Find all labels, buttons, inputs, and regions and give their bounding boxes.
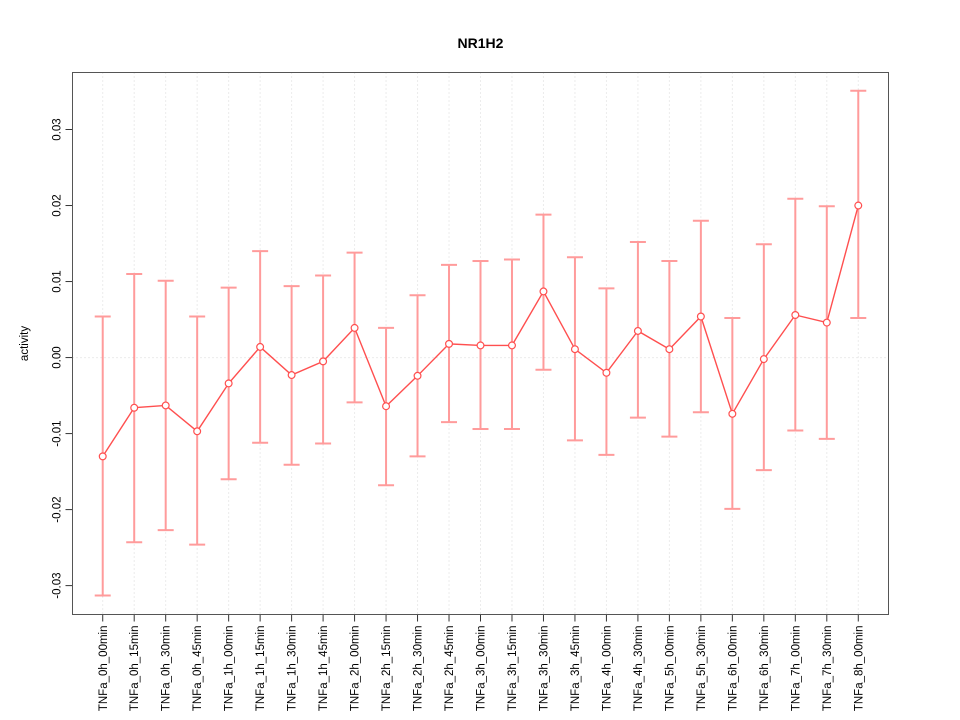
data-point xyxy=(539,287,548,296)
data-point xyxy=(287,371,296,380)
data-point xyxy=(382,402,391,411)
y-tick-label: -0.02 xyxy=(52,496,64,522)
data-point xyxy=(759,355,768,364)
plot-border xyxy=(72,72,889,615)
data-point xyxy=(98,452,107,461)
x-tick-label: TNFa_4h_00min xyxy=(601,626,613,712)
x-tick-label: TNFa_3h_30min xyxy=(538,626,550,712)
axes-layer: -0.03 -0.02 -0.01 0.00 0.01 0.02 0.03 TNFa_0h_0… xyxy=(52,118,866,711)
x-tick-label: TNFa_2h_15min xyxy=(381,626,393,712)
y-tick-label: 0.01 xyxy=(52,270,64,292)
data-point xyxy=(445,339,454,348)
data-point xyxy=(507,341,516,350)
y-tick-label: -0.03 xyxy=(52,573,64,599)
x-tick-label: TNFa_0h_00min xyxy=(98,626,110,712)
data-point xyxy=(350,323,359,332)
data-point xyxy=(822,318,831,327)
y-tick-label: 0.02 xyxy=(52,194,64,216)
x-tick-label: TNFa_1h_45min xyxy=(318,626,330,712)
data-point xyxy=(224,379,233,388)
x-tick-label: TNFa_0h_30min xyxy=(161,626,173,712)
data-point xyxy=(696,312,705,321)
y-tick-label: 0.03 xyxy=(52,118,64,140)
x-tick-label: TNFa_8h_00min xyxy=(853,626,865,712)
y-tick-label: 0.00 xyxy=(52,346,64,368)
data-point xyxy=(665,345,674,354)
data-point xyxy=(193,427,202,436)
data-point xyxy=(633,326,642,335)
x-tick-label: TNFa_5h_00min xyxy=(664,626,676,712)
x-tick-label: TNFa_6h_00min xyxy=(727,626,739,712)
data-point xyxy=(476,341,485,350)
x-tick-label: TNFa_2h_45min xyxy=(444,626,456,712)
data-point xyxy=(161,401,170,410)
x-tick-label: TNFa_1h_15min xyxy=(255,626,267,712)
data-point xyxy=(791,310,800,319)
data-point xyxy=(728,409,737,418)
x-tick-label: TNFa_1h_00min xyxy=(224,626,236,712)
x-tick-label: TNFa_1h_30min xyxy=(287,626,299,712)
x-tick-label: TNFa_0h_45min xyxy=(192,626,204,712)
data-point xyxy=(854,201,863,210)
series-layer xyxy=(98,201,863,461)
x-tick-label: TNFa_2h_00min xyxy=(350,626,362,712)
x-tick-label: TNFa_3h_45min xyxy=(570,626,582,712)
x-tick-label: TNFa_7h_30min xyxy=(822,626,834,712)
x-tick-label: TNFa_4h_30min xyxy=(633,626,645,712)
y-tick-label: -0.01 xyxy=(52,420,64,446)
x-tick-label: TNFa_6h_30min xyxy=(759,626,771,712)
data-point xyxy=(602,368,611,377)
x-tick-label: TNFa_7h_00min xyxy=(790,626,802,712)
data-point xyxy=(256,342,265,351)
y-axis-title: activity xyxy=(19,326,31,361)
x-tick-label: TNFa_5h_30min xyxy=(696,626,708,712)
x-tick-label: TNFa_0h_15min xyxy=(129,626,141,712)
data-point xyxy=(130,403,139,412)
x-tick-label: TNFa_3h_15min xyxy=(507,626,519,712)
x-tick-label: TNFa_2h_30min xyxy=(413,626,425,712)
x-tick-label: TNFa_3h_00min xyxy=(476,626,488,712)
chart-title: NR1H2 xyxy=(458,35,504,51)
data-point xyxy=(319,357,328,366)
data-point xyxy=(570,345,579,354)
data-point xyxy=(413,371,422,380)
